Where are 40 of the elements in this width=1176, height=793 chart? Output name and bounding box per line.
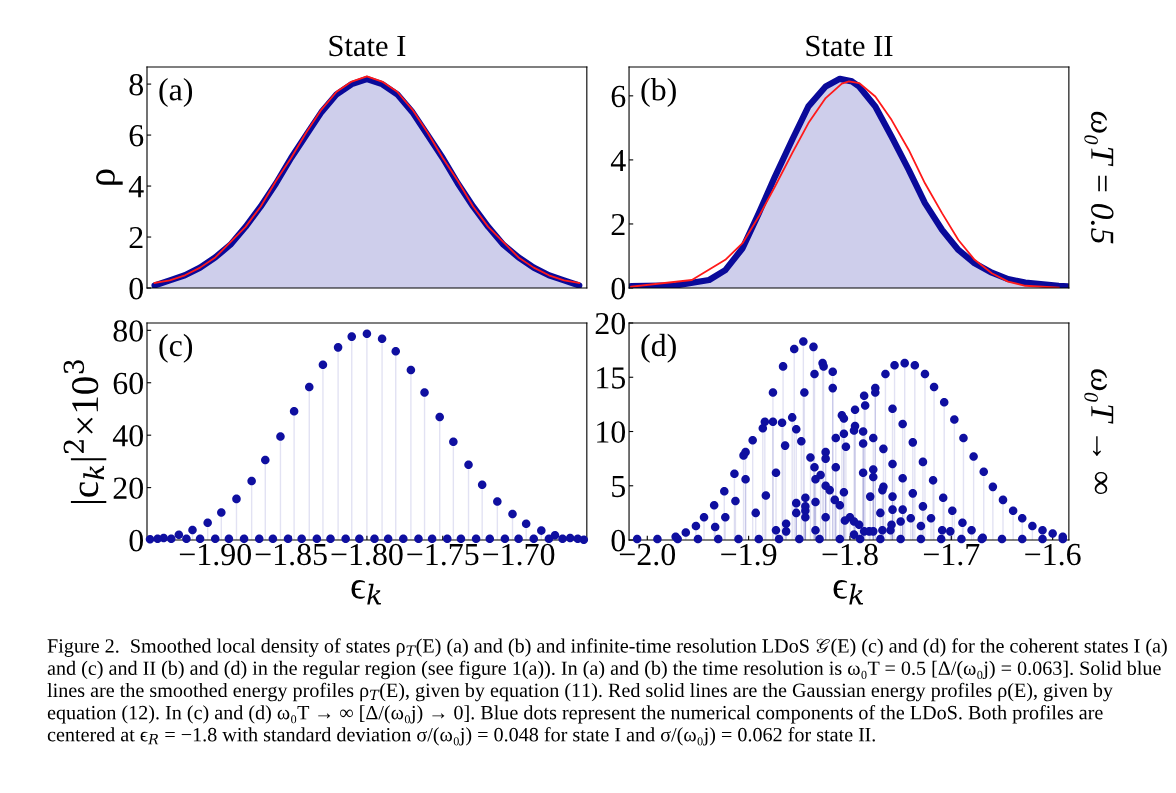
x-tick-label: −1.80 bbox=[331, 543, 403, 566]
x-tick-label: −1.70 bbox=[483, 543, 555, 566]
y2-axis-title: ω₀T = 0.5 bbox=[1084, 111, 1114, 244]
x-axis-title: ϵ$_{k}$ bbox=[833, 580, 864, 605]
x-tick-label: −1.7 bbox=[923, 543, 980, 566]
y-tick-label: 0 bbox=[129, 529, 143, 552]
y-tick-label: 40 bbox=[112, 425, 143, 447]
chart-title: State II bbox=[806, 35, 893, 57]
y-tick-label: 20 bbox=[595, 312, 626, 335]
x-tick-label: −1.85 bbox=[255, 543, 327, 566]
y-tick-label: 0 bbox=[129, 277, 143, 300]
text: Figure 2. Smoothed local density of states ρ$_{T}$(E) (a) and (b) and infinite-time resolution LDoS 𝒢(E) (c) and (d) for the coherent states I (a) and (c) and II (b) and (d) in the regular region (see figure 1(a)). In (a) and (b) the time resolution is ω₀T = 0.5 [Δ/(ω₀j) = 0.063]. Solid blue lines are the smoothed energy profiles ρ$_{T}$(E), given by equation (11). Red solid lines are the Gaussian energy profiles ρ(E), given by equation (12). In (c) and (d) ω₀T → ∞ [Δ/(ω₀j) → 0]. Blue dots represent the numerical components of the LDoS. Both profiles are centered at ϵ$_{R}$ = −1.8 with standard deviation σ/(ω₀j) = 0.048 for state I and σ/(ω₀j) = 0.062 for state II. bbox=[47, 638, 1167, 746]
y-tick-label: 2 bbox=[129, 226, 143, 249]
y-tick-label: 2 bbox=[611, 213, 625, 236]
x-tick-label: −1.8 bbox=[822, 543, 878, 566]
annotation: (d) bbox=[641, 333, 676, 363]
y-tick-label: 80 bbox=[113, 320, 143, 342]
y-tick-label: 0 bbox=[611, 277, 626, 300]
x-tick-label: −1.75 bbox=[407, 543, 479, 566]
x-tick-label: −1.9 bbox=[721, 543, 777, 566]
y-tick-label: 60 bbox=[113, 372, 143, 395]
annotation: (c) bbox=[159, 333, 193, 363]
annotation: (b) bbox=[641, 78, 676, 108]
y-tick-label: 4 bbox=[610, 149, 626, 171]
y-axis-title: |c$_{k}$|$^{2}$×10$^{3}$ bbox=[63, 360, 107, 504]
y-tick-label: 8 bbox=[129, 73, 143, 96]
y-tick-label: 6 bbox=[129, 125, 144, 147]
y-tick-label: 20 bbox=[113, 477, 143, 499]
y-tick-label: 6 bbox=[611, 85, 626, 108]
y-tick-label: 5 bbox=[612, 475, 626, 498]
y-tick-label: 15 bbox=[597, 367, 626, 389]
chart-title: State I bbox=[329, 35, 406, 57]
x-tick-label: −1.90 bbox=[179, 543, 251, 566]
y2-axis-title: ω₀T → ∞ bbox=[1084, 369, 1114, 494]
y-tick-label: 4 bbox=[128, 176, 144, 198]
x-tick-label: −1.6 bbox=[1025, 543, 1081, 566]
annotation: (a) bbox=[159, 78, 193, 108]
x-axis-title: ϵ$_{k}$ bbox=[351, 580, 382, 605]
y-axis-title: ρ bbox=[96, 169, 123, 185]
y-tick-label: 10 bbox=[597, 421, 626, 443]
